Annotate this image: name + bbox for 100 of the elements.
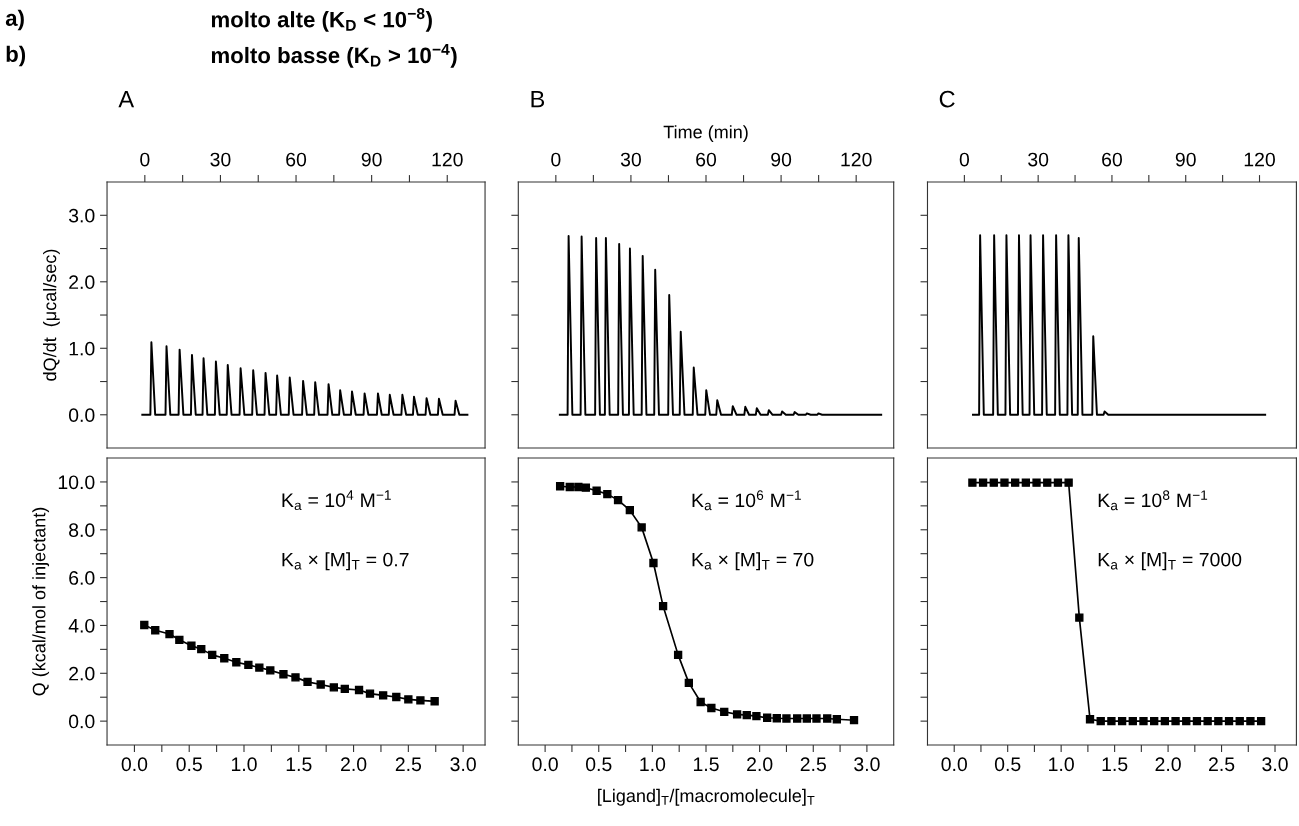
point <box>378 691 388 700</box>
point <box>978 478 988 487</box>
point <box>968 478 977 487</box>
x-tick-label: 2.0 <box>747 757 773 772</box>
x-tick-label: 120 <box>841 152 872 167</box>
x-tick-label: 3.0 <box>1262 757 1288 772</box>
point <box>1107 716 1116 726</box>
x-tick-label: 0 <box>140 152 150 167</box>
point <box>291 673 300 682</box>
x-tick-label: 2.0 <box>341 757 367 772</box>
x-tick-label: 0.0 <box>121 757 148 772</box>
x-tick-label: 0.5 <box>585 757 612 772</box>
x-tick-label: 2.5 <box>800 757 826 772</box>
x-tick-label: 0.5 <box>176 757 202 772</box>
point <box>1214 716 1223 726</box>
point <box>1224 716 1234 726</box>
point <box>340 684 349 694</box>
point <box>673 650 683 660</box>
x-tick-label: 60 <box>1102 152 1122 167</box>
point <box>793 714 802 723</box>
point <box>1096 716 1105 726</box>
point <box>696 697 705 707</box>
y-axis-title: Q (kcal/mol of injectant) <box>32 507 50 696</box>
point <box>303 677 312 687</box>
annotation: K$_{a}$ × [M]$_{T}$ = 7000 <box>1098 552 1242 571</box>
point <box>329 683 339 692</box>
point <box>151 626 160 635</box>
x-tick-label: 2.5 <box>395 757 422 772</box>
point <box>365 689 375 698</box>
point <box>354 685 364 695</box>
x-tick-label: 1.0 <box>640 757 666 772</box>
point <box>603 489 612 499</box>
point <box>404 695 413 704</box>
point <box>752 711 761 721</box>
point <box>581 483 591 492</box>
point <box>1203 716 1212 726</box>
point <box>812 714 821 723</box>
point <box>165 629 174 639</box>
point <box>989 478 998 487</box>
point <box>1246 716 1255 726</box>
x-tick-label: 90 <box>771 152 792 167</box>
point <box>1150 716 1159 726</box>
x-tick-label: 30 <box>1028 152 1049 167</box>
annotation: K$_{a}$ = 10$^{8}$ M$^{−1}$ <box>1098 490 1208 511</box>
point <box>232 658 241 667</box>
point <box>220 654 229 663</box>
x-tick-label: 1.5 <box>1102 757 1128 772</box>
x-tick-label: 120 <box>432 152 463 167</box>
x-tick-label: 2.5 <box>1209 757 1235 772</box>
x-tick-label: 120 <box>1244 152 1275 167</box>
point <box>684 678 694 688</box>
x-tick-label: 30 <box>210 152 231 167</box>
x-tick-label: 0.5 <box>994 757 1021 772</box>
point <box>772 714 781 723</box>
point <box>175 635 184 644</box>
y-axis-title: dQ/dt (μcal/sec) <box>43 249 60 381</box>
point <box>244 660 253 670</box>
point <box>1128 716 1137 726</box>
point <box>625 505 635 515</box>
y-tick-label: 4.0 <box>68 618 95 633</box>
point <box>1160 716 1170 726</box>
point <box>732 710 742 719</box>
point <box>1021 478 1031 487</box>
point <box>140 620 149 630</box>
annotation: K$_{a}$ = 10$^{4}$ M$^{−1}$ <box>282 490 391 511</box>
point <box>823 714 832 723</box>
y-tick-label: 0.0 <box>68 408 95 423</box>
point <box>1011 478 1020 487</box>
text: molto basse (K$_{D}$ > 10$^{−4}$) <box>211 44 457 68</box>
point <box>187 641 196 650</box>
y-tick-label: 1.0 <box>69 341 95 356</box>
x-tick-label: 1.0 <box>231 757 257 772</box>
point <box>1053 478 1063 487</box>
y-tick-label: 3.0 <box>68 208 95 223</box>
chart-title: A <box>118 90 135 108</box>
point <box>208 650 217 660</box>
point <box>613 495 623 505</box>
x-tick-label: 1.5 <box>693 757 719 772</box>
y-tick-label: 6.0 <box>69 571 95 585</box>
point <box>1064 478 1073 487</box>
y-tick-label: 8.0 <box>69 523 95 538</box>
x-tick-label: 1.5 <box>286 757 312 772</box>
annotation: K$_{a}$ = 10$^{6}$ M$^{−1}$ <box>692 490 801 511</box>
annotation: K$_{a}$ × [M]$_{T}$ = 0.7 <box>282 552 409 571</box>
y-tick-label: 2.0 <box>69 275 95 290</box>
x-tick-label: 0 <box>959 152 970 167</box>
x-tick-label: 30 <box>620 152 641 167</box>
point <box>707 703 716 713</box>
point <box>802 714 811 723</box>
point <box>592 486 601 495</box>
x-axis-title: Time (min) <box>663 125 748 142</box>
point <box>720 707 729 716</box>
text: b) <box>6 45 26 67</box>
x-tick-label: 3.0 <box>854 757 880 772</box>
x-tick-label: 90 <box>361 152 382 167</box>
point <box>1192 716 1202 726</box>
y-tick-label: 0.0 <box>68 714 95 729</box>
point <box>1117 716 1127 726</box>
point <box>574 482 583 492</box>
point <box>197 644 206 654</box>
